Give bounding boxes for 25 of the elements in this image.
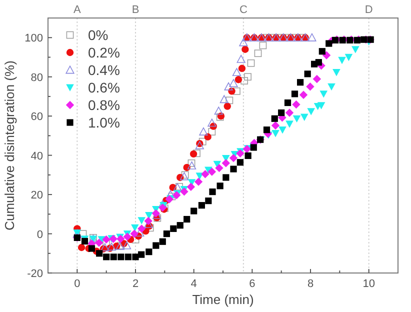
x-tick-label: 8 <box>307 278 314 290</box>
ref-line-label: C <box>239 4 248 16</box>
legend-label: 1.0% <box>88 114 120 130</box>
x-tick-label: 6 <box>249 278 256 290</box>
x-tick-label: 0 <box>74 278 80 290</box>
legend-label: 0.6% <box>88 80 120 96</box>
y-tick-label: 40 <box>30 150 43 162</box>
legend-label: 0.2% <box>88 44 120 60</box>
ref-line-label: D <box>364 4 373 16</box>
y-axis-title: Cumulative disintegration (%) <box>2 60 17 230</box>
y-tick-label: 60 <box>30 111 43 124</box>
y-tick-label: -20 <box>27 268 43 280</box>
x-axis-title: Time (min) <box>192 292 254 307</box>
y-tick-label: 0 <box>36 228 43 241</box>
y-tick-label: 20 <box>30 190 43 202</box>
ref-line-label: A <box>73 4 82 16</box>
ref-line-label: B <box>132 4 140 16</box>
y-tick-label: 80 <box>30 72 43 84</box>
legend-label: 0.4% <box>88 62 120 78</box>
x-tick-label: 2 <box>132 278 139 290</box>
legend-label: 0% <box>88 27 108 43</box>
y-tick-label: 100 <box>24 32 43 45</box>
legend-label: 0.8% <box>88 97 120 113</box>
x-tick-label: 10 <box>362 278 375 290</box>
x-tick-label: 4 <box>190 278 197 290</box>
